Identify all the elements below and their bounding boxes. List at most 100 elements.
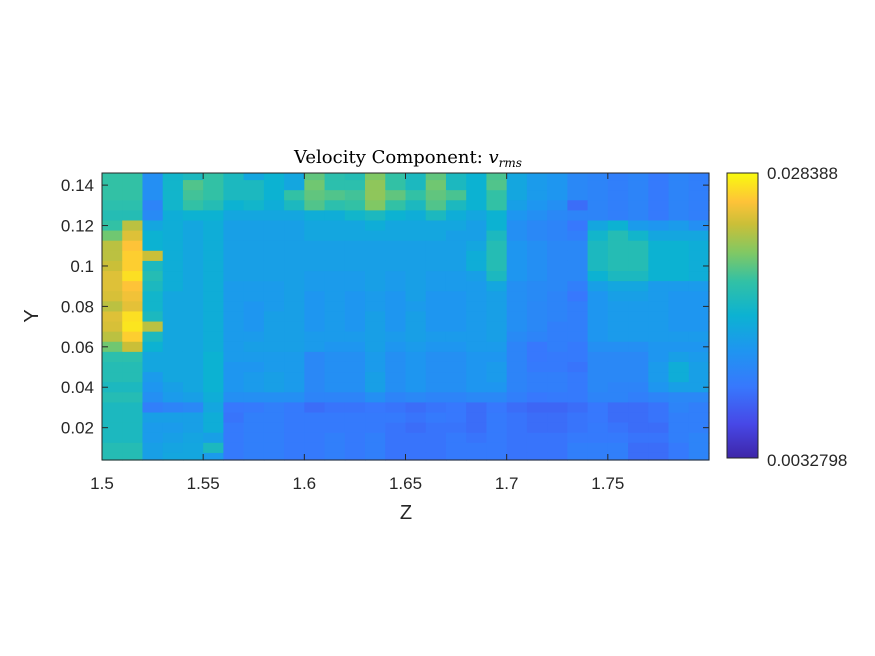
heatmap-cell [182, 271, 204, 282]
heatmap-cell [668, 291, 690, 302]
heatmap-cell [365, 412, 386, 424]
heatmap-cell [344, 442, 366, 454]
heatmap-cell [203, 190, 224, 201]
heatmap-cell [324, 301, 346, 313]
heatmap-cell [567, 331, 589, 343]
heatmap-cell [425, 432, 447, 444]
heatmap-cell [122, 190, 144, 201]
heatmap-cell [405, 200, 427, 211]
heatmap-cell [203, 220, 224, 232]
heatmap-cell [648, 190, 670, 201]
heatmap-cell [506, 271, 528, 282]
heatmap-cell [445, 442, 467, 454]
heatmap-cell [344, 382, 366, 393]
heatmap-cell [263, 372, 285, 383]
heatmap-cell [628, 452, 649, 461]
heatmap-cell [162, 392, 184, 403]
heatmap-cell [122, 361, 144, 373]
chart-title-symbol: v [489, 147, 499, 168]
heatmap-cell [203, 301, 224, 313]
heatmap-cell [344, 422, 366, 434]
heatmap-cell [445, 402, 467, 414]
heatmap-cell [587, 210, 609, 222]
heatmap-cell [648, 382, 670, 393]
heatmap-cell [466, 291, 488, 302]
heatmap-cell [162, 301, 184, 313]
heatmap-cell [486, 180, 508, 191]
heatmap-cell [243, 351, 265, 363]
heatmap-cell [688, 210, 710, 222]
heatmap-cell [587, 200, 609, 211]
heatmap-cell [688, 402, 710, 414]
heatmap-cell [284, 230, 305, 242]
heatmap-cell [243, 372, 265, 383]
heatmap-cell [405, 281, 427, 292]
heatmap-cell [628, 240, 649, 252]
heatmap-cell [162, 331, 184, 343]
heatmap-cell [607, 432, 629, 444]
heatmap-cell [526, 230, 548, 242]
heatmap-cell [385, 341, 407, 353]
heatmap-cell [102, 372, 123, 383]
heatmap-cell [182, 321, 204, 333]
colorbar-min-label: 0.0032798 [767, 451, 847, 470]
heatmap-cell [648, 230, 670, 242]
heatmap-cell [567, 452, 589, 461]
heatmap-cell [587, 311, 609, 323]
heatmap-cell [284, 250, 305, 262]
heatmap-cell [445, 173, 467, 181]
heatmap-cell [668, 452, 690, 461]
heatmap-cell [365, 240, 386, 252]
heatmap-cell [567, 372, 589, 383]
heatmap-cell [203, 200, 224, 211]
heatmap-cell [688, 442, 710, 454]
heatmap-cell [162, 281, 184, 292]
heatmap-cell [385, 240, 407, 252]
heatmap-cell [284, 361, 305, 373]
heatmap-cell [486, 341, 508, 353]
heatmap-cell [182, 210, 204, 222]
heatmap-cell [324, 190, 346, 201]
heatmap-cell [102, 210, 123, 222]
heatmap-cell [607, 190, 629, 201]
heatmap-cell [425, 321, 447, 333]
heatmap-cell [688, 372, 710, 383]
heatmap-cell [365, 382, 386, 393]
heatmap-cell [385, 190, 407, 201]
heatmap-cell [648, 341, 670, 353]
heatmap-cell [263, 321, 285, 333]
heatmap-cell [243, 412, 265, 424]
heatmap-cell [547, 402, 568, 414]
heatmap-cell [567, 392, 589, 403]
heatmap-cell [486, 281, 508, 292]
heatmap-cell [648, 361, 670, 373]
heatmap-cell [142, 452, 164, 461]
heatmap-cell [607, 301, 629, 313]
heatmap-cell [526, 173, 548, 181]
heatmap-cell [405, 382, 427, 393]
heatmap-cell [688, 382, 710, 393]
heatmap-cell [122, 321, 144, 333]
heatmap-cell [223, 250, 245, 262]
heatmap-cell [263, 392, 285, 403]
heatmap-cell [243, 200, 265, 211]
heatmap-cell [102, 412, 123, 424]
heatmap-cell [162, 210, 184, 222]
heatmap-cell [223, 173, 245, 181]
heatmap-cell [628, 412, 649, 424]
heatmap-cell [182, 311, 204, 323]
heatmap-cell [284, 220, 305, 232]
heatmap-cell [263, 361, 285, 373]
heatmap-cell [344, 392, 366, 403]
heatmap-cell [567, 412, 589, 424]
heatmap-cell [102, 321, 123, 333]
heatmap-cell [324, 240, 346, 252]
heatmap-cell [284, 331, 305, 343]
heatmap-cell [445, 210, 467, 222]
heatmap-cell [324, 250, 346, 262]
heatmap-cell [304, 422, 326, 434]
heatmap-cell [284, 422, 305, 434]
heatmap-cell [263, 190, 285, 201]
heatmap-cell [445, 281, 467, 292]
heatmap-cell [102, 173, 123, 181]
